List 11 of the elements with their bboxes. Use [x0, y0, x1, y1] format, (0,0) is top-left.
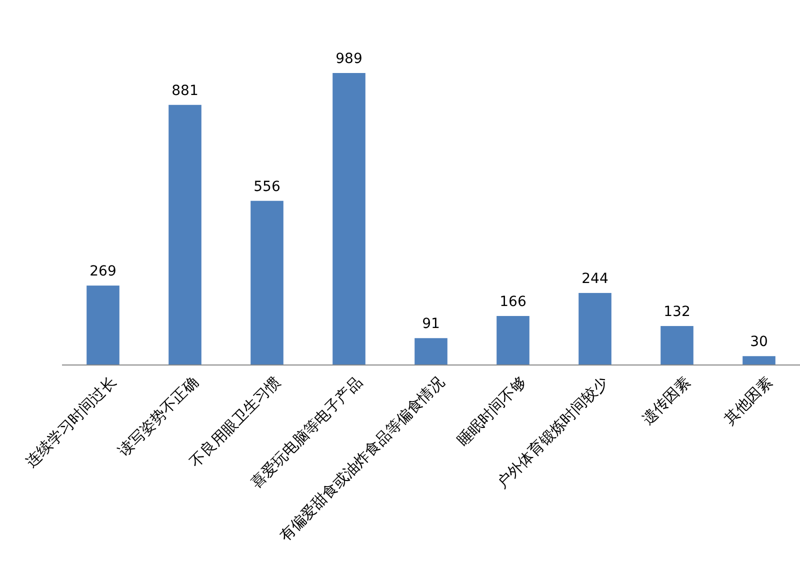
- data-label: 881: [172, 82, 198, 99]
- data-label: 30: [750, 334, 768, 350]
- data-label: 132: [664, 304, 690, 320]
- x-tick-label: 其他因素: [720, 373, 776, 428]
- data-label: 556: [254, 178, 280, 195]
- data-label: 989: [336, 51, 362, 67]
- data-label: 244: [582, 270, 608, 287]
- data-label: 269: [90, 264, 116, 280]
- data-label: 91: [422, 316, 440, 332]
- data-label: 166: [500, 294, 526, 310]
- x-tick-label: 遗传因素: [638, 373, 694, 428]
